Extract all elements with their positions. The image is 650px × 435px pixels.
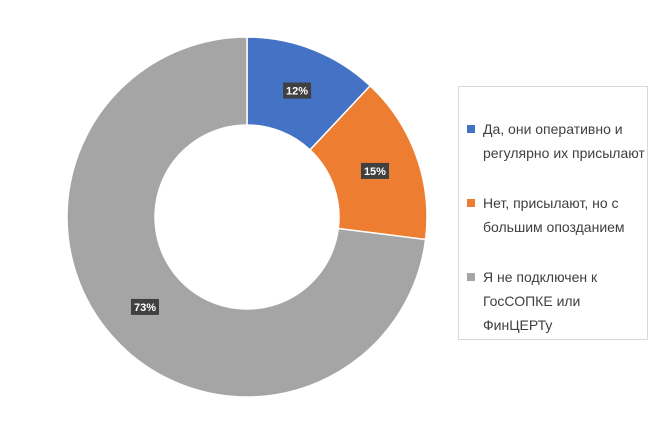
- legend: Да, они оперативно и регулярно их присыл…: [458, 86, 648, 340]
- legend-item: Нет, присылают, но с большим опозданием: [467, 191, 650, 239]
- value-label: 73%: [134, 302, 156, 314]
- legend-label: Нет, присылают, но с большим опозданием: [483, 195, 625, 235]
- legend-item: Я не подключен к ГосСОПКЕ или ФинЦЕРТу: [467, 265, 650, 337]
- legend-swatch: [467, 199, 475, 207]
- legend-swatch: [467, 125, 475, 133]
- value-label: 12%: [286, 85, 308, 97]
- value-label-box: [283, 82, 312, 99]
- donut-slice: [308, 84, 428, 241]
- value-label: 15%: [364, 166, 386, 178]
- legend-label: Да, они оперативно и регулярно их присыл…: [483, 121, 645, 161]
- legend-label: Я не подключен к ГосСОПКЕ или ФинЦЕРТу: [483, 269, 598, 333]
- value-label-box: [360, 162, 389, 179]
- value-label-box: [130, 298, 159, 315]
- legend-swatch: [467, 273, 475, 281]
- legend-item: Да, они оперативно и регулярно их присыл…: [467, 117, 650, 165]
